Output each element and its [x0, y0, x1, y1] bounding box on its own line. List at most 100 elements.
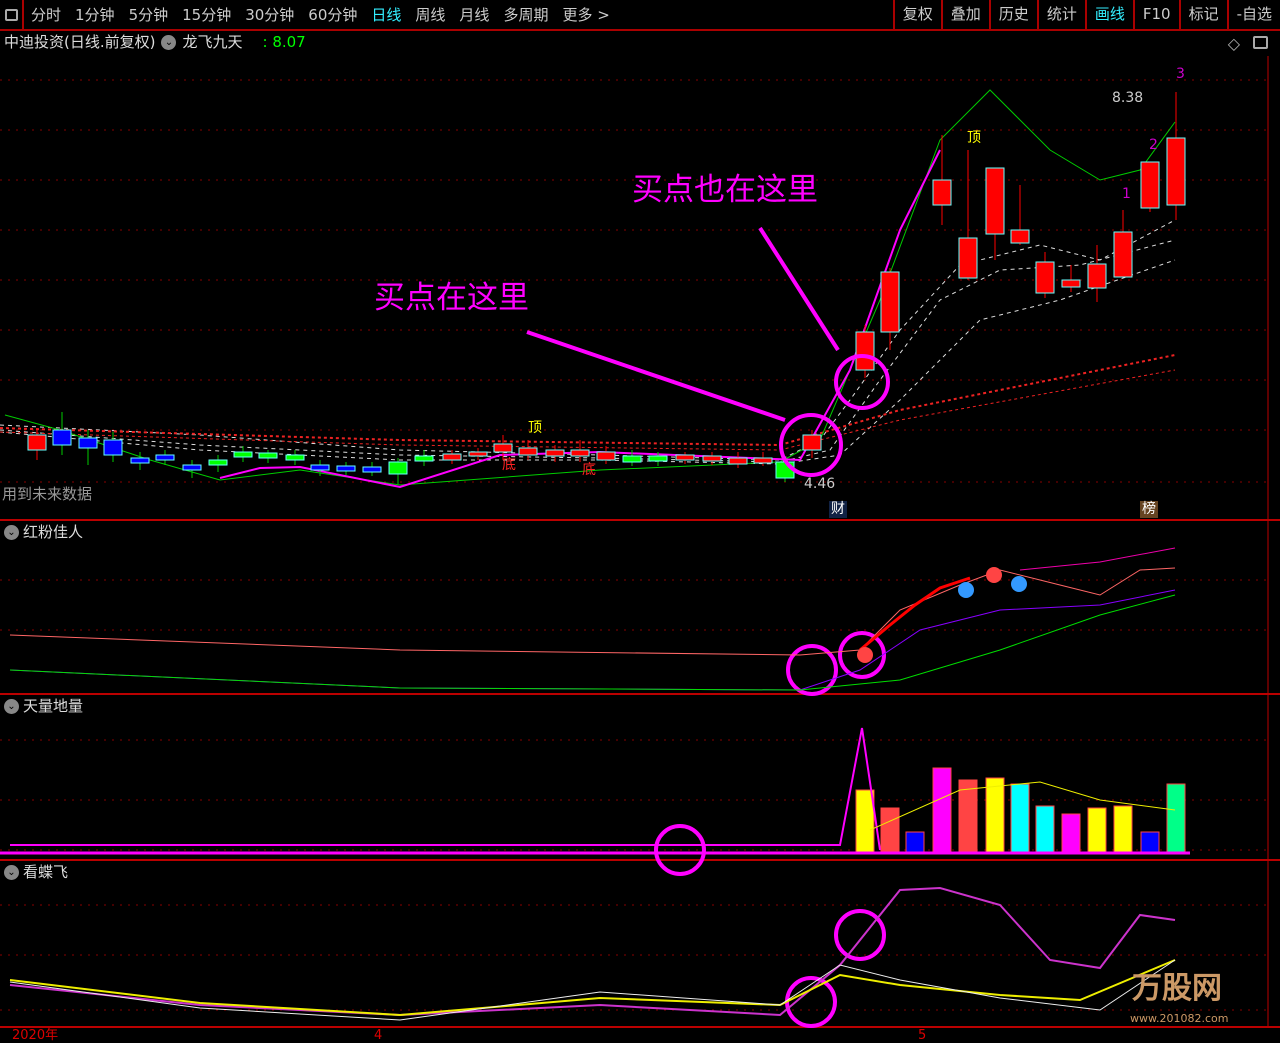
volume-bar	[905, 831, 925, 854]
tool-button[interactable]: 叠加	[940, 0, 989, 29]
panel-title-3: ⌄ 看蝶飞	[4, 863, 68, 881]
period-tab[interactable]: 更多 >	[562, 5, 610, 24]
panel-toggle-icon[interactable]	[0, 0, 24, 29]
period-tab[interactable]: 30分钟	[245, 5, 295, 24]
indicator-value: : 8.07	[262, 33, 306, 51]
ma-line	[0, 219, 1176, 461]
panel-dropdown-icon[interactable]: ⌄	[4, 864, 19, 880]
candle	[233, 451, 253, 458]
indicator-name[interactable]: 龙飞九天	[182, 33, 243, 51]
volume-bar	[985, 777, 1005, 854]
candle	[1061, 279, 1081, 288]
future-data-note: 用到未来数据	[2, 485, 93, 503]
indicator-dropdown-icon[interactable]: ⌄	[161, 34, 177, 50]
period-tab[interactable]: 60分钟	[308, 5, 358, 24]
ranking-badge[interactable]: 榜	[1140, 501, 1158, 518]
period-tab[interactable]: 5分钟	[128, 5, 169, 24]
tool-button[interactable]: 复权	[892, 0, 941, 29]
candle	[258, 452, 278, 459]
highlight-circle	[786, 644, 838, 696]
candle	[285, 454, 305, 461]
volume-bar	[1010, 783, 1030, 854]
candle	[493, 443, 513, 453]
diamond-icon[interactable]: ◇	[1227, 34, 1240, 53]
wave-mark-3: 3	[1176, 66, 1185, 82]
panel-title-2: ⌄ 天量地量	[4, 697, 83, 715]
candle	[753, 457, 773, 464]
finance-badge[interactable]: 财	[829, 501, 847, 518]
ball-marker	[958, 582, 974, 598]
candle	[468, 451, 488, 457]
ma-line	[0, 259, 1176, 465]
highlight-circle	[779, 413, 843, 477]
watermark-url: www.201082.com	[1130, 1012, 1229, 1025]
candle	[545, 449, 565, 457]
annotation-arrow	[758, 226, 840, 352]
trend-line	[219, 149, 941, 489]
period-tab[interactable]: 15分钟	[182, 5, 232, 24]
high-price-label: 8.38	[1112, 90, 1144, 106]
indicator-line	[9, 567, 1176, 656]
tool-button[interactable]: -自选	[1226, 0, 1280, 29]
highlight-circle	[834, 909, 886, 961]
ball-marker	[857, 647, 873, 663]
candle	[728, 457, 748, 465]
tool-button[interactable]: 历史	[988, 0, 1037, 29]
candle	[880, 271, 900, 333]
tool-button[interactable]: 画线	[1084, 0, 1133, 29]
layout-icon[interactable]	[1253, 36, 1268, 49]
ma-line-red	[0, 354, 1176, 447]
volume-ma-line	[869, 781, 1176, 831]
candle	[855, 331, 875, 371]
period-tab[interactable]: 月线	[459, 5, 490, 24]
wave-mark-2: 2	[1149, 137, 1158, 153]
butterfly-line	[9, 959, 1176, 1021]
watermark-logo: 万股网	[1132, 971, 1222, 1006]
stock-title: 中迪投资(日线.前复权)	[4, 33, 156, 51]
candle	[932, 179, 952, 206]
candle	[648, 455, 668, 462]
top-mark: 顶	[967, 130, 981, 146]
period-tab[interactable]: 日线	[371, 5, 402, 24]
period-tab[interactable]: 分时	[31, 5, 62, 24]
bottom-mark: 底	[502, 457, 516, 473]
highlight-circle	[654, 824, 706, 876]
panel-dropdown-icon[interactable]: ⌄	[4, 524, 19, 540]
candle	[27, 434, 47, 451]
volume-bar	[1140, 831, 1160, 854]
volume-bar	[932, 767, 952, 854]
candle	[958, 237, 978, 279]
panel-dropdown-icon[interactable]: ⌄	[4, 698, 19, 714]
ball-marker	[986, 567, 1002, 583]
top-mark: 顶	[528, 420, 542, 436]
panel-title-text[interactable]: 看蝶飞	[23, 863, 69, 881]
annotation-buy-point-2: 买点也在这里	[632, 172, 818, 208]
candle	[414, 455, 434, 462]
tool-button[interactable]: 统计	[1036, 0, 1085, 29]
candle	[596, 451, 616, 461]
panel-title-text[interactable]: 天量地量	[23, 697, 84, 715]
candle	[388, 461, 408, 475]
period-tab[interactable]: 周线	[415, 5, 446, 24]
low-price-label: 4.46	[804, 476, 836, 492]
candle	[570, 449, 590, 457]
panel-title-text[interactable]: 红粉佳人	[23, 523, 84, 541]
candle	[702, 455, 722, 462]
tool-button[interactable]: 标记	[1178, 0, 1227, 29]
highlight-circle	[834, 354, 890, 410]
axis-label-year: 2020年	[12, 1028, 59, 1043]
volume-bar	[1113, 805, 1133, 854]
candle	[1010, 229, 1030, 244]
candle	[52, 429, 72, 446]
volume-spike-line	[10, 727, 881, 851]
candle	[1140, 161, 1160, 209]
period-tab[interactable]: 多周期	[503, 5, 549, 24]
axis-label-may: 5	[918, 1028, 927, 1043]
period-tab[interactable]: 1分钟	[75, 5, 115, 24]
volume-bar	[1035, 805, 1055, 854]
candle	[182, 464, 202, 471]
tool-button[interactable]: F10	[1132, 0, 1179, 29]
candle	[985, 167, 1005, 235]
chart-header: 中迪投资(日线.前复权) ⌄ 龙飞九天 : 8.07	[4, 33, 306, 51]
